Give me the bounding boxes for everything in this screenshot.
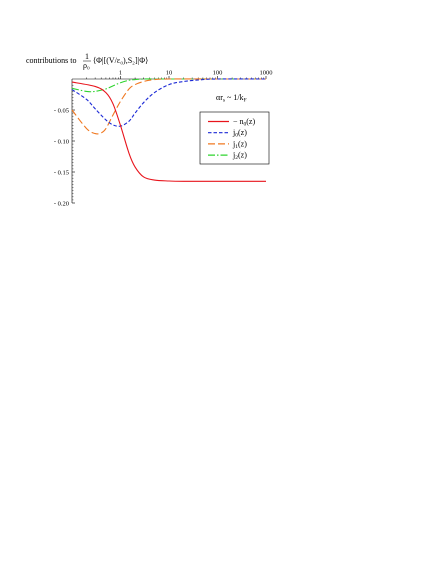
chart-title-fraction-denominator: ρ₀: [83, 61, 90, 70]
x-tick-label: 100: [213, 70, 223, 77]
x-axis-annotation: αrs ~ 1/kF: [216, 93, 247, 104]
y-tick-label: - 0.15: [54, 169, 69, 176]
series-line: [71, 78, 266, 93]
y-tick-label: - 0.05: [54, 107, 69, 114]
chart-title: contributions to 1 ρ₀ ⟨Φ|[(V/ε₀),S₂]|Φ⟩: [26, 52, 148, 70]
legend: − n0(z)j0(z)j1(z)j2(z): [199, 111, 270, 165]
series-line: [71, 78, 267, 127]
x-ticks: 1 10 100 1000: [86, 70, 273, 79]
chart-title-fraction-numerator: 1: [85, 52, 89, 61]
legend-label: − n0(z): [233, 117, 255, 128]
x-tick-label: 1: [119, 70, 122, 77]
chart-title-prefix: contributions to: [26, 56, 76, 65]
series-lines: [71, 78, 267, 182]
legend-label: j1(z): [232, 139, 247, 150]
legend-label: j0(z): [232, 128, 247, 139]
chart-title-expression: ⟨Φ|[(V/ε₀),S₂]|Φ⟩: [93, 56, 148, 65]
y-tick-label: - 0.10: [54, 138, 69, 145]
y-tick-label: - 0.20: [54, 200, 69, 207]
series-line: [71, 81, 266, 182]
series-line: [71, 78, 266, 135]
x-tick-label: 10: [166, 70, 173, 77]
legend-items: − n0(z)j0(z)j1(z)j2(z): [208, 117, 255, 161]
x-tick-label: 1000: [260, 70, 273, 77]
legend-label: j2(z): [232, 151, 247, 162]
